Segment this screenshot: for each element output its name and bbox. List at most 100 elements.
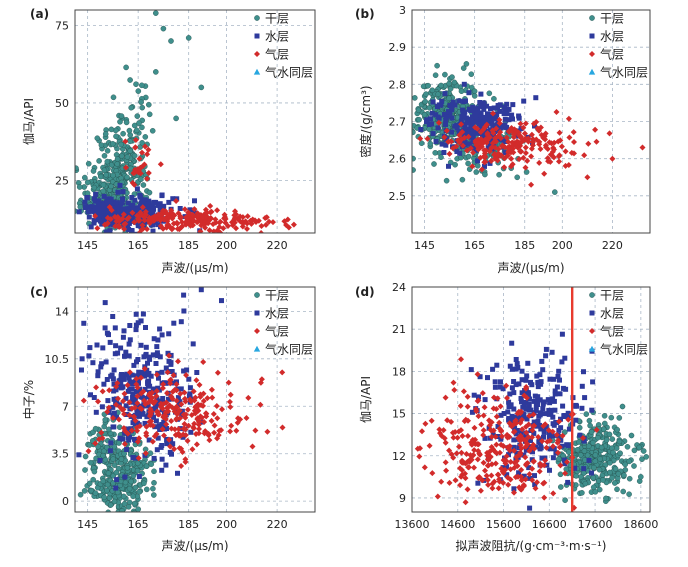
data-point — [561, 457, 567, 463]
data-point — [531, 430, 537, 436]
data-point — [458, 88, 465, 94]
data-point — [438, 154, 444, 160]
data-point — [100, 188, 107, 194]
data-point — [90, 476, 96, 483]
data-point — [107, 339, 113, 345]
data-point — [110, 94, 117, 101]
data-point — [450, 102, 455, 108]
data-point — [117, 182, 123, 188]
data-point — [136, 435, 142, 442]
data-point — [521, 130, 528, 137]
data-point — [90, 208, 96, 214]
data-point — [488, 472, 495, 479]
data-point — [443, 177, 450, 184]
data-point — [438, 82, 444, 89]
data-point — [497, 403, 504, 410]
y-tick-label: 2.5 — [389, 190, 407, 203]
data-point — [142, 134, 149, 140]
data-point — [550, 433, 556, 439]
data-point — [175, 430, 182, 437]
data-point — [187, 385, 193, 391]
data-point — [122, 138, 129, 145]
data-point — [528, 444, 535, 451]
data-point — [482, 397, 488, 403]
data-point — [86, 214, 92, 220]
data-point — [434, 493, 441, 500]
data-point — [94, 135, 101, 141]
data-point — [93, 409, 99, 415]
data-point — [141, 207, 147, 213]
data-point — [514, 361, 520, 367]
data-point — [478, 103, 484, 109]
data-point — [471, 88, 478, 94]
data-point — [124, 426, 130, 432]
data-point — [421, 464, 428, 471]
data-point — [148, 204, 154, 210]
data-point — [106, 218, 112, 224]
data-point — [100, 202, 106, 208]
data-point — [482, 158, 489, 165]
data-point — [513, 133, 519, 139]
data-point — [196, 426, 202, 432]
data-point — [126, 206, 132, 212]
data-point — [153, 371, 160, 378]
data-point — [155, 337, 161, 343]
legend-label: 水层 — [600, 307, 624, 321]
data-point — [454, 125, 460, 131]
data-point — [139, 394, 145, 400]
data-point — [117, 435, 123, 441]
data-point — [493, 138, 499, 145]
data-point — [135, 455, 142, 462]
data-point — [475, 106, 481, 112]
data-point — [542, 457, 549, 464]
data-point — [206, 437, 213, 444]
data-point — [504, 395, 510, 401]
legend-marker — [589, 51, 595, 57]
legend-marker — [588, 68, 596, 75]
data-point — [601, 412, 608, 419]
data-point — [556, 427, 562, 433]
legend-label: 干层 — [265, 289, 289, 303]
data-point — [614, 486, 620, 493]
data-point — [554, 384, 560, 390]
data-point — [104, 147, 111, 154]
data-point — [178, 401, 185, 408]
data-point — [141, 365, 148, 372]
data-point — [173, 198, 180, 204]
data-point — [500, 136, 506, 142]
data-point — [478, 114, 484, 120]
data-point — [412, 129, 416, 136]
data-point — [146, 354, 152, 360]
data-point — [566, 134, 573, 141]
data-point — [132, 206, 138, 212]
data-point — [153, 431, 160, 437]
data-point — [619, 403, 626, 410]
data-point — [431, 161, 437, 167]
data-point — [474, 371, 481, 378]
data-point — [100, 478, 106, 485]
data-point — [534, 125, 541, 132]
data-point — [626, 475, 633, 482]
data-point — [504, 464, 510, 470]
x-tick-label: 200 — [552, 239, 573, 252]
data-point — [129, 372, 135, 378]
data-point — [460, 388, 467, 395]
data-point — [506, 399, 512, 405]
data-points — [412, 61, 646, 195]
data-point — [123, 349, 129, 355]
data-point — [516, 156, 523, 163]
data-point — [123, 395, 129, 401]
data-point — [98, 429, 105, 436]
data-point — [537, 372, 543, 378]
data-point — [107, 448, 113, 454]
data-point — [532, 485, 539, 492]
data-point — [131, 152, 138, 159]
data-point — [483, 472, 490, 479]
data-point — [115, 395, 121, 402]
data-point — [252, 427, 259, 434]
data-point — [144, 372, 149, 378]
data-point — [190, 217, 197, 224]
data-point — [559, 331, 565, 337]
